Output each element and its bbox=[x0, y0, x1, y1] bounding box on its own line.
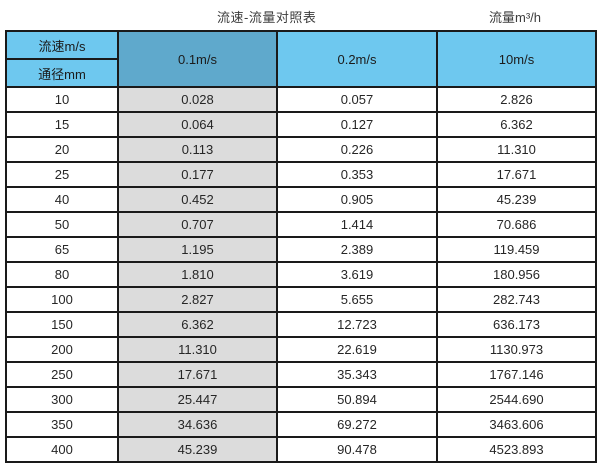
flow-value-cell: 6.362 bbox=[117, 311, 278, 338]
flow-value-cell: 11.310 bbox=[436, 136, 597, 163]
flow-value-cell: 0.905 bbox=[276, 186, 438, 213]
table-row: 250 17.671 35.343 1767.146 bbox=[5, 361, 597, 388]
flow-value-cell: 1.414 bbox=[276, 211, 438, 238]
diameter-cell: 100 bbox=[5, 286, 119, 313]
flow-value-cell: 2.826 bbox=[436, 86, 597, 113]
flow-value-cell: 282.743 bbox=[436, 286, 597, 313]
flow-value-cell: 35.343 bbox=[276, 361, 438, 388]
flow-value-cell: 5.655 bbox=[276, 286, 438, 313]
table-row: 150 6.362 12.723 636.173 bbox=[5, 311, 597, 338]
flow-unit-label: 流量m³/h bbox=[489, 10, 542, 25]
diameter-cell: 80 bbox=[5, 261, 119, 288]
velocity-column-header-0.1: 0.1m/s bbox=[117, 30, 278, 88]
flow-value-cell: 2.827 bbox=[117, 286, 278, 313]
diameter-cell: 20 bbox=[5, 136, 119, 163]
diameter-cell: 300 bbox=[5, 386, 119, 413]
page-header: 流速-流量对照表 流量m³/h bbox=[0, 0, 600, 30]
flow-value-cell: 0.028 bbox=[117, 86, 278, 113]
flow-value-cell: 17.671 bbox=[117, 361, 278, 388]
table-row: 65 1.195 2.389 119.459 bbox=[5, 236, 597, 263]
flow-value-cell: 0.113 bbox=[117, 136, 278, 163]
diameter-cell: 40 bbox=[5, 186, 119, 213]
table-body: 10 0.028 0.057 2.826 15 0.064 0.127 6.362 20 0.11… bbox=[5, 86, 597, 463]
header-diameter-axis-label: 通径mm bbox=[5, 58, 119, 88]
diameter-cell: 65 bbox=[5, 236, 119, 263]
diameter-cell: 15 bbox=[5, 111, 119, 138]
diameter-cell: 10 bbox=[5, 86, 119, 113]
table-row: 50 0.707 1.414 70.686 bbox=[5, 211, 597, 238]
table-row: 350 34.636 69.272 3463.606 bbox=[5, 411, 597, 438]
flow-value-cell: 45.239 bbox=[117, 436, 278, 463]
flow-value-cell: 45.239 bbox=[436, 186, 597, 213]
table-row: 400 45.239 90.478 4523.893 bbox=[5, 436, 597, 463]
diameter-cell: 400 bbox=[5, 436, 119, 463]
flow-value-cell: 636.173 bbox=[436, 311, 597, 338]
flow-value-cell: 1130.973 bbox=[436, 336, 597, 363]
flow-rate-table: 流速m/s 0.1m/s 0.2m/s 10m/s 通径mm 10 0.028 0.… bbox=[5, 30, 597, 463]
table-row: 80 1.810 3.619 180.956 bbox=[5, 261, 597, 288]
flow-value-cell: 1.810 bbox=[117, 261, 278, 288]
flow-value-cell: 70.686 bbox=[436, 211, 597, 238]
table-row: 300 25.447 50.894 2544.690 bbox=[5, 386, 597, 413]
flow-value-cell: 50.894 bbox=[276, 386, 438, 413]
flow-value-cell: 34.636 bbox=[117, 411, 278, 438]
table-row: 25 0.177 0.353 17.671 bbox=[5, 161, 597, 188]
flow-value-cell: 90.478 bbox=[276, 436, 438, 463]
flow-value-cell: 0.177 bbox=[117, 161, 278, 188]
flow-value-cell: 69.272 bbox=[276, 411, 438, 438]
flow-value-cell: 180.956 bbox=[436, 261, 597, 288]
flow-value-cell: 0.452 bbox=[117, 186, 278, 213]
diameter-cell: 200 bbox=[5, 336, 119, 363]
table-row: 20 0.113 0.226 11.310 bbox=[5, 136, 597, 163]
flow-value-cell: 22.619 bbox=[276, 336, 438, 363]
velocity-column-header-0.2: 0.2m/s bbox=[276, 30, 438, 88]
diameter-cell: 25 bbox=[5, 161, 119, 188]
flow-value-cell: 0.127 bbox=[276, 111, 438, 138]
flow-value-cell: 3.619 bbox=[276, 261, 438, 288]
flow-value-cell: 119.459 bbox=[436, 236, 597, 263]
flow-value-cell: 4523.893 bbox=[436, 436, 597, 463]
table-row: 40 0.452 0.905 45.239 bbox=[5, 186, 597, 213]
flow-value-cell: 25.447 bbox=[117, 386, 278, 413]
flow-value-cell: 1.195 bbox=[117, 236, 278, 263]
diameter-cell: 350 bbox=[5, 411, 119, 438]
flow-value-cell: 0.064 bbox=[117, 111, 278, 138]
flow-value-cell: 11.310 bbox=[117, 336, 278, 363]
header-velocity-axis-label: 流速m/s bbox=[5, 30, 119, 60]
flow-value-cell: 12.723 bbox=[276, 311, 438, 338]
flow-value-cell: 17.671 bbox=[436, 161, 597, 188]
flow-value-cell: 2544.690 bbox=[436, 386, 597, 413]
diameter-cell: 250 bbox=[5, 361, 119, 388]
table-title: 流速-流量对照表 bbox=[217, 10, 317, 25]
diameter-cell: 150 bbox=[5, 311, 119, 338]
flow-value-cell: 0.226 bbox=[276, 136, 438, 163]
flow-value-cell: 2.389 bbox=[276, 236, 438, 263]
flow-value-cell: 3463.606 bbox=[436, 411, 597, 438]
flow-value-cell: 0.353 bbox=[276, 161, 438, 188]
table-row: 100 2.827 5.655 282.743 bbox=[5, 286, 597, 313]
flow-value-cell: 6.362 bbox=[436, 111, 597, 138]
velocity-column-header-10: 10m/s bbox=[436, 30, 597, 88]
table-row: 10 0.028 0.057 2.826 bbox=[5, 86, 597, 113]
table-header: 流速m/s 0.1m/s 0.2m/s 10m/s 通径mm bbox=[5, 30, 597, 88]
flow-value-cell: 1767.146 bbox=[436, 361, 597, 388]
diameter-cell: 50 bbox=[5, 211, 119, 238]
flow-value-cell: 0.057 bbox=[276, 86, 438, 113]
table-row: 15 0.064 0.127 6.362 bbox=[5, 111, 597, 138]
table-row: 200 11.310 22.619 1130.973 bbox=[5, 336, 597, 363]
flow-value-cell: 0.707 bbox=[117, 211, 278, 238]
